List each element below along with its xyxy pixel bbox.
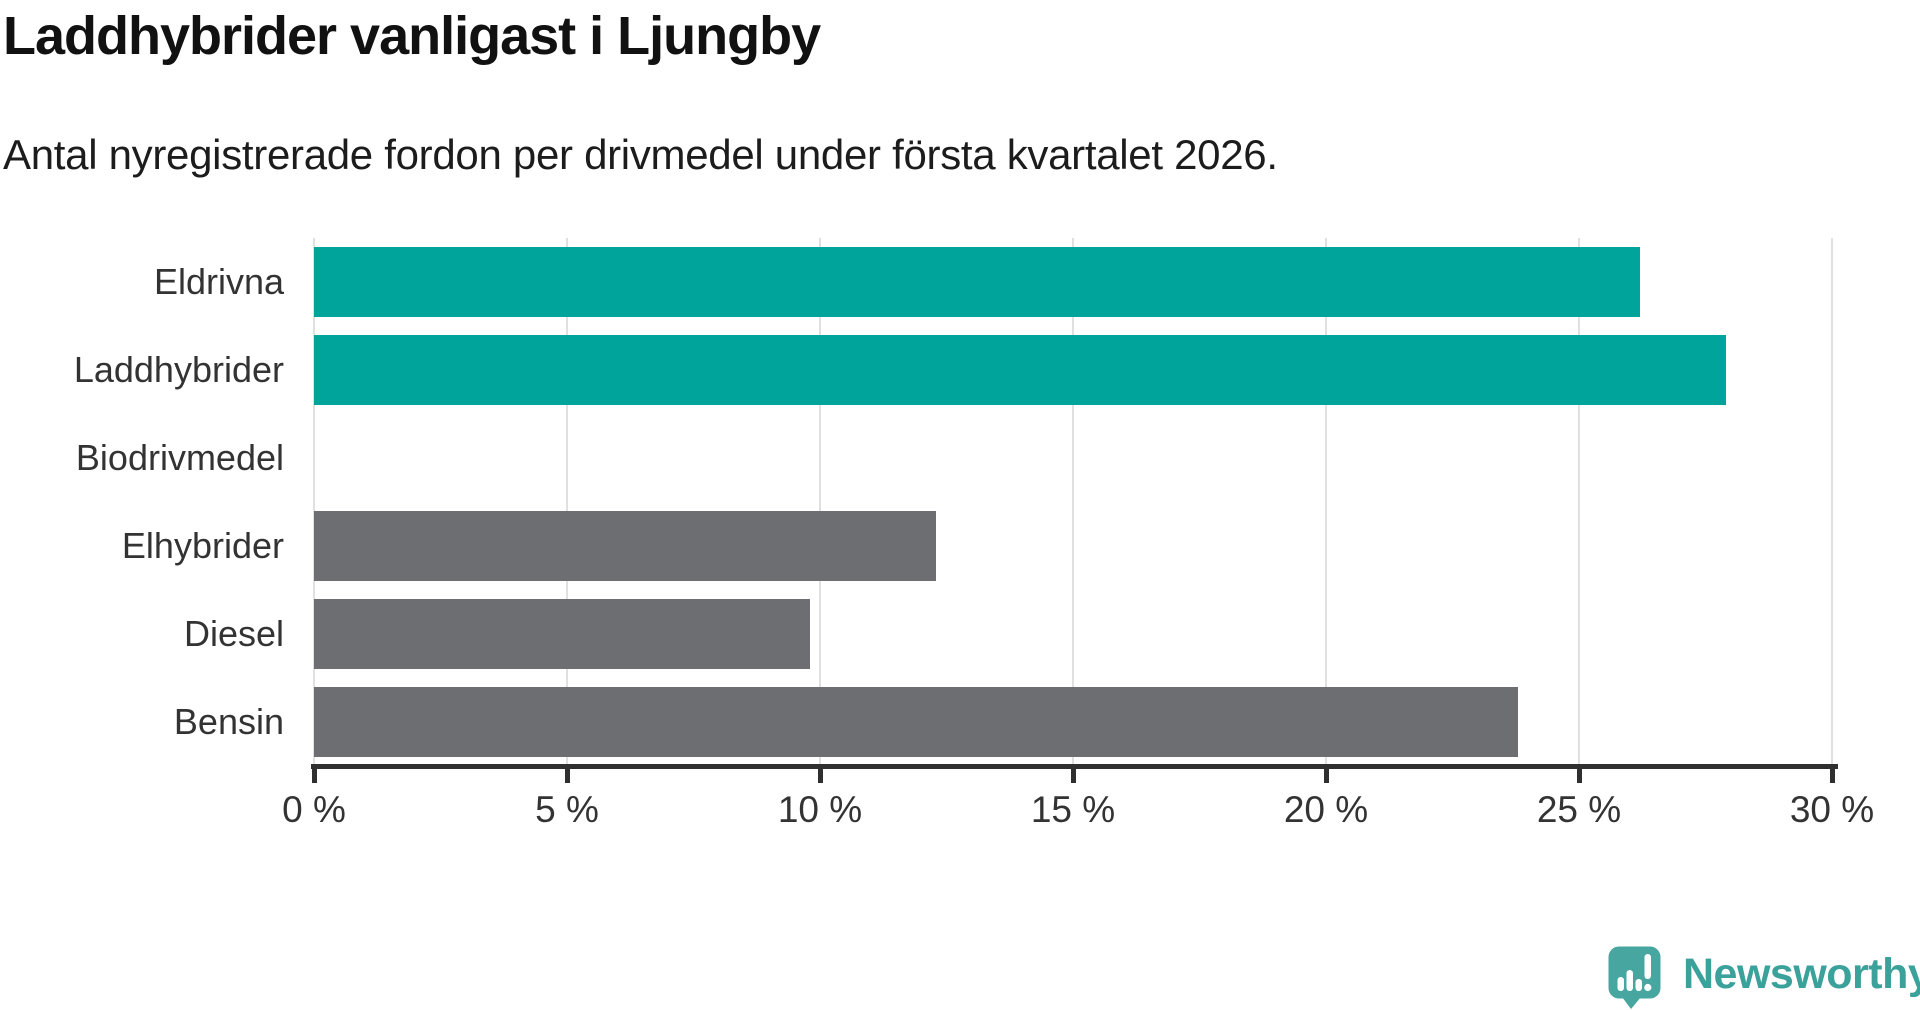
x-tick-label-0: 0 % <box>282 789 346 830</box>
newsworthy-branding: Newsworthy <box>1607 945 1920 1009</box>
gridline-25 <box>1578 238 1580 766</box>
bar-eldrivna <box>314 247 1640 317</box>
gridline-0 <box>313 238 315 766</box>
y-label-elhybrider: Elhybrider <box>121 525 284 566</box>
x-tick-20 <box>1323 764 1329 783</box>
x-tick-label-10: 10 % <box>777 789 863 830</box>
y-label-biodrivmedel: Biodrivmedel <box>75 437 284 478</box>
x-tick-5 <box>564 764 570 783</box>
y-label-laddhybrider: Laddhybrider <box>73 349 284 390</box>
gridline-10 <box>819 238 821 766</box>
gridline-15 <box>1072 238 1074 766</box>
y-label-diesel: Diesel <box>183 613 284 654</box>
x-tick-25 <box>1576 764 1582 783</box>
plot-area <box>313 238 1833 766</box>
newsworthy-logo-icon <box>1608 946 1661 1009</box>
x-tick-30 <box>1829 764 1835 783</box>
bar-diesel <box>314 599 810 669</box>
x-tick-label-25: 25 % <box>1536 789 1622 830</box>
bar-elhybrider <box>314 511 937 581</box>
y-label-eldrivna: Eldrivna <box>153 261 284 302</box>
x-tick-10 <box>817 764 823 783</box>
x-tick-0 <box>311 764 317 783</box>
chart-subtitle: Antal nyregistrerade fordon per drivmede… <box>3 131 1278 178</box>
gridline-30 <box>1831 238 1833 766</box>
x-tick-label-30: 30 % <box>1789 789 1875 830</box>
x-tick-label-20: 20 % <box>1283 789 1369 830</box>
y-label-bensin: Bensin <box>173 701 284 742</box>
bar-bensin <box>314 687 1519 757</box>
gridline-20 <box>1325 238 1327 766</box>
x-tick-15 <box>1070 764 1076 783</box>
gridline-5 <box>566 238 568 766</box>
y-axis-labels: Eldrivna Laddhybrider Biodrivmedel Elhybrid… <box>0 238 284 766</box>
bar-laddhybrider <box>314 335 1726 405</box>
x-tick-label-15: 15 % <box>1030 789 1116 830</box>
chart-title: Laddhybrider vanligast i Ljungby <box>3 6 821 66</box>
newsworthy-logo-text: Newsworthy <box>1683 949 1920 998</box>
x-tick-label-5: 5 % <box>535 789 599 830</box>
